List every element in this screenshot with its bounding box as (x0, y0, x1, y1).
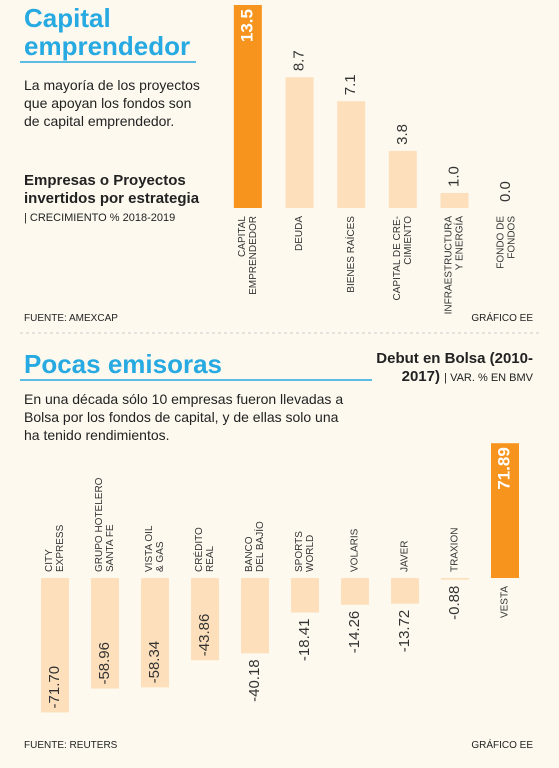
chart-title-text: Debut en Bolsa (2010-2017) (376, 350, 533, 385)
bar (440, 192, 469, 208)
chart-title: Empresas o Proyectos invertidos por estr… (24, 172, 204, 227)
bar (191, 578, 219, 661)
x-tick-label: FONDOS (506, 216, 517, 259)
value-label: -0.88 (446, 586, 463, 620)
bar (337, 101, 366, 208)
bar (291, 578, 319, 613)
x-tick-label: DEL BAJÍO (253, 521, 266, 572)
bar (341, 578, 369, 605)
bar (233, 5, 262, 208)
bar (491, 443, 519, 578)
value-label: -58.96 (96, 642, 113, 685)
bar (441, 578, 469, 580)
chart-title-text: Empresas o Proyectos invertidos por estr… (24, 172, 200, 207)
x-tick-label: VISTA OIL (144, 525, 155, 572)
x-tick-label: EXPRESS (55, 524, 66, 572)
x-tick-label: INFRAESTRUCTURA (444, 216, 455, 315)
x-tick-label: VOLARIS (350, 528, 361, 572)
chart-title: Debut en Bolsa (2010-2017) | VAR. % EN B… (368, 350, 533, 387)
bar (41, 578, 69, 713)
value-label: 71.89 (494, 447, 513, 490)
bar (391, 578, 419, 604)
heading: Capital emprendedor (24, 3, 191, 61)
value-label: -71.70 (46, 666, 63, 709)
value-label: 13.5 (237, 9, 256, 42)
x-tick-label: CITY (44, 549, 55, 572)
credit: GRÁFICO EE (471, 313, 533, 324)
value-label: -14.26 (346, 611, 363, 654)
value-label: 1.0 (445, 166, 462, 187)
bar (388, 150, 417, 208)
x-tick-label: DEUDA (294, 216, 305, 251)
x-tick-label: SPORTS (294, 531, 305, 572)
value-label: 8.7 (290, 50, 307, 71)
x-tick-label: VESTA (500, 586, 511, 618)
x-tick-label: BIENES RAÍCES (344, 216, 357, 293)
x-tick-label: BANCO (244, 536, 255, 572)
x-tick-label: FONDO DE (495, 216, 506, 269)
value-label: -43.86 (196, 614, 213, 657)
source: FUENTE: REUTERS (24, 740, 118, 751)
value-label: -13.72 (396, 610, 413, 653)
credit: GRÁFICO EE (471, 740, 533, 751)
x-tick-label: JAVER (400, 541, 411, 573)
value-label: -18.41 (296, 619, 313, 662)
heading: Pocas emisoras (24, 349, 223, 379)
chart-title-note: | VAR. % EN BMV (444, 372, 533, 384)
x-tick-label: CRÉDITO (192, 527, 205, 572)
value-label: 7.1 (342, 74, 359, 95)
chart-title-note: | CRECIMIENTO % 2018-2019 (24, 212, 176, 224)
source: FUENTE: AMEXCAP (24, 313, 118, 324)
x-tick-label: GRUPO HOTELERO (94, 477, 105, 572)
bar (141, 578, 169, 688)
x-tick-label: TRAXION (450, 528, 461, 572)
x-tick-label: CAPITAL DE CRE- (392, 216, 403, 300)
value-label: 0.0 (497, 181, 514, 202)
value-label: 3.8 (394, 124, 411, 145)
x-tick-label: REAL (205, 545, 216, 572)
x-tick-label: & GAS (155, 541, 166, 572)
bar (91, 578, 119, 689)
bar (241, 578, 269, 654)
x-tick-label: EMPRENDEDOR (248, 216, 259, 295)
x-tick-label: CAPITAL (237, 216, 248, 257)
value-label: -40.18 (246, 659, 263, 702)
bar (285, 77, 314, 208)
x-tick-label: Y ENERGÍA (453, 216, 466, 271)
x-tick-label: SANTA FE (105, 524, 116, 572)
value-label: -58.34 (146, 641, 163, 684)
x-tick-label: WORLD (305, 535, 316, 572)
description: La mayoría de los proyectos que apoyan l… (24, 77, 200, 129)
description: En una década sólo 10 empresas fueron ll… (24, 391, 344, 443)
x-tick-label: CIMIENTO (403, 216, 414, 265)
